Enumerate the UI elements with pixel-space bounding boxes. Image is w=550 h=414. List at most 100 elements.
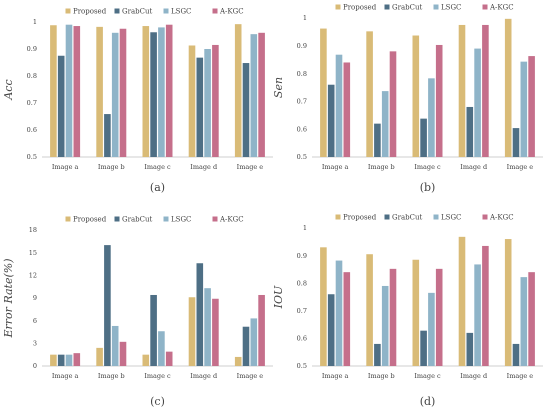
chart-c: 0 3 6 9 12 15 18 Error Rate(%) Image a Image b Ima… — [2, 216, 273, 408]
x-tick-label: Image a — [322, 163, 349, 171]
x-tick-label: Image c — [414, 372, 441, 380]
legend: Proposed GrabCut LSGC A-KGC — [65, 8, 244, 16]
y-tick-label: 0.5 — [27, 153, 37, 161]
y-tick-label: 0.6 — [297, 125, 307, 133]
bar-proposed-5 — [234, 356, 242, 366]
bar-a-kgc-5 — [528, 56, 535, 157]
bar-grabcut-4 — [466, 106, 474, 157]
legend-label: Proposed — [73, 216, 107, 224]
x-tick-label: Image b — [98, 163, 125, 171]
bar-lsgc-2 — [111, 32, 119, 157]
bar-lsgc-5 — [250, 34, 258, 157]
bar-proposed-3 — [142, 354, 150, 366]
bar-a-kgc-4 — [482, 24, 489, 158]
legend-swatch — [65, 8, 71, 14]
panel-caption: (b) — [420, 181, 436, 194]
panel-caption: (a) — [150, 181, 165, 194]
bar-a-kgc-2 — [119, 28, 127, 157]
legend-label: LSGC — [441, 4, 461, 12]
bar-grabcut-3 — [420, 330, 427, 366]
legend-swatch — [212, 216, 218, 222]
y-tick-label: 0 — [33, 362, 37, 370]
x-tick-label: Image e — [507, 163, 534, 171]
bar-a-kgc-3 — [435, 44, 443, 157]
panel-caption: (d) — [420, 395, 436, 408]
bar-lsgc-3 — [158, 331, 165, 366]
legend-swatch — [114, 216, 120, 222]
bar-grabcut-2 — [104, 114, 111, 157]
legend-label: Proposed — [343, 4, 377, 12]
y-tick-label: 18 — [29, 226, 37, 234]
y-axis-label: Error Rate(%) — [2, 259, 15, 339]
y-axis-label: Sen — [272, 77, 285, 98]
legend-label: LSGC — [171, 216, 191, 224]
bar-proposed-1 — [50, 354, 57, 366]
legend-swatch — [163, 216, 169, 222]
bar-a-kgc-2 — [119, 341, 127, 366]
legend: Proposed GrabCut LSGC A-KGC — [335, 4, 514, 12]
bar-proposed-3 — [412, 35, 420, 157]
bar-lsgc-3 — [428, 78, 435, 157]
legend-swatch — [114, 8, 120, 14]
legend-label: GrabCut — [392, 214, 422, 222]
legend-swatch — [384, 214, 390, 220]
y-tick-label: 0.8 — [27, 72, 37, 80]
x-tick-label: Image c — [144, 163, 171, 171]
legend-label: A-KGC — [489, 4, 514, 12]
bar-proposed-2 — [96, 26, 103, 157]
bar-grabcut-2 — [104, 245, 111, 366]
bar-a-kgc-4 — [482, 245, 489, 366]
legend-swatch — [65, 216, 71, 222]
bar-lsgc-3 — [428, 292, 435, 366]
legend-swatch — [384, 4, 390, 10]
bar-lsgc-1 — [335, 54, 343, 157]
panel-caption: (c) — [150, 395, 165, 408]
bar-proposed-1 — [320, 247, 327, 366]
bar-proposed-5 — [504, 239, 512, 366]
bar-grabcut-3 — [150, 294, 157, 366]
legend-label: LSGC — [441, 214, 461, 222]
bar-lsgc-3 — [158, 27, 165, 158]
y-tick-label: 1 — [303, 224, 307, 232]
bar-grabcut-3 — [150, 32, 157, 158]
bar-lsgc-4 — [474, 48, 481, 157]
y-tick-label: 0.5 — [297, 362, 307, 370]
legend-label: GrabCut — [122, 8, 152, 16]
y-axis-label: IOU — [272, 285, 285, 309]
legend-label: A-KGC — [219, 216, 244, 224]
bar-a-kgc-5 — [528, 272, 535, 366]
y-tick-label: 0.6 — [297, 335, 307, 343]
bar-lsgc-1 — [65, 24, 73, 158]
y-tick-label: 0.7 — [27, 99, 37, 107]
bar-lsgc-4 — [204, 288, 211, 366]
bar-grabcut-3 — [420, 118, 427, 157]
bar-grabcut-5 — [512, 343, 520, 366]
bar-proposed-4 — [458, 24, 466, 158]
bar-proposed-1 — [320, 28, 327, 158]
legend-label: GrabCut — [122, 216, 152, 224]
bar-lsgc-2 — [111, 325, 119, 366]
bar-lsgc-2 — [381, 285, 389, 366]
bar-grabcut-1 — [327, 84, 335, 157]
x-tick-label: Image c — [144, 372, 171, 380]
bar-lsgc-5 — [520, 277, 528, 366]
y-tick-label: 0.6 — [27, 126, 37, 134]
bar-grabcut-4 — [196, 57, 204, 157]
x-tick-label: Image d — [460, 372, 487, 380]
x-tick-label: Image d — [190, 163, 217, 171]
legend-label: Proposed — [73, 8, 107, 16]
x-tick-label: Image b — [368, 163, 395, 171]
y-tick-label: 0.7 — [297, 98, 307, 106]
legend-swatch — [433, 214, 439, 220]
legend-swatch — [163, 8, 169, 14]
x-tick-label: Image e — [237, 372, 264, 380]
y-tick-label: 9 — [33, 294, 37, 302]
bar-a-kgc-5 — [258, 32, 265, 157]
bar-proposed-1 — [50, 25, 57, 157]
y-tick-label: 0.9 — [297, 42, 307, 50]
legend-label: Proposed — [343, 214, 377, 222]
bar-proposed-4 — [188, 45, 196, 157]
bar-a-kgc-1 — [73, 26, 81, 157]
legend-label: A-KGC — [489, 214, 514, 222]
